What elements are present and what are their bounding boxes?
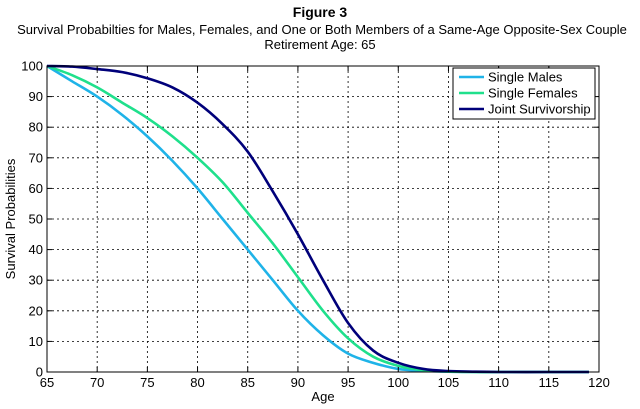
x-tick-label: 110	[488, 375, 509, 390]
x-tick-label: 100	[387, 375, 409, 390]
x-tick-label: 70	[90, 375, 104, 390]
legend-label-single-females: Single Females	[488, 86, 578, 101]
y-tick-label: 0	[36, 365, 43, 380]
y-tick-label: 70	[29, 150, 43, 165]
y-tick-label: 80	[29, 120, 43, 135]
y-tick-label: 100	[21, 59, 43, 74]
y-tick-label: 90	[29, 89, 43, 104]
x-tick-label: 120	[588, 375, 610, 390]
y-tick-label: 10	[29, 334, 43, 349]
y-tick-label: 60	[29, 181, 43, 196]
y-tick-label: 40	[29, 242, 43, 257]
chart-subtitle: Survival Probabilties for Males, Females…	[17, 22, 627, 37]
x-tick-label: 90	[291, 375, 305, 390]
y-tick-label: 50	[29, 212, 43, 227]
legend-label-single-males: Single Males	[488, 70, 563, 85]
x-tick-label: 85	[240, 375, 254, 390]
chart-subtitle-retirement-age: Retirement Age: 65	[264, 37, 375, 52]
y-tick-label: 20	[29, 303, 43, 318]
x-tick-label: 65	[40, 375, 54, 390]
y-axis-label: Survival Probabilities	[3, 158, 18, 279]
y-tick-label: 30	[29, 273, 43, 288]
x-axis-label: Age	[311, 389, 334, 404]
tick-layer: 65 70 75 80 85 90 95 100 105 110 115 120 0 10 20 30 40 50…	[21, 59, 610, 391]
x-tick-label: 95	[341, 375, 355, 390]
chart-title: Figure 3	[293, 4, 348, 20]
legend-label-joint-survivorship: Joint Survivorship	[488, 102, 591, 117]
x-tick-label: 80	[190, 375, 204, 390]
x-tick-label: 75	[140, 375, 154, 390]
x-tick-label: 115	[538, 375, 559, 390]
x-tick-label: 105	[438, 375, 460, 390]
